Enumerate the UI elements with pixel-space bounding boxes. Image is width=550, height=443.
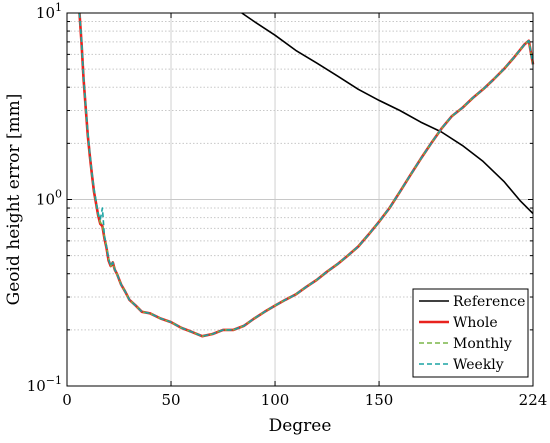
- legend: Reference Whole Monthly Weekly: [412, 288, 529, 378]
- y-tick-label: 100: [36, 188, 62, 209]
- x-tick-label: 100: [261, 391, 290, 409]
- legend-box: [412, 288, 529, 378]
- legend-label: Weekly: [453, 357, 504, 373]
- x-tick-label: 150: [365, 391, 394, 409]
- series-lines: [78, 12, 535, 338]
- legend-label: Whole: [453, 315, 498, 331]
- x-tick-label: 224: [519, 391, 548, 409]
- legend-label: Monthly: [453, 336, 512, 352]
- y-tick-label: 101: [36, 1, 62, 22]
- legend-label: Reference: [453, 294, 525, 310]
- y-axis-title: Geoid height error [mm]: [4, 94, 24, 306]
- x-axis-title: Degree: [269, 416, 332, 436]
- series-line-reference: [241, 12, 534, 215]
- series-line-weekly: [78, 12, 534, 337]
- x-tick-label: 0: [62, 391, 72, 409]
- grid: [67, 13, 533, 386]
- y-tick-label: 10−1: [27, 374, 62, 395]
- axis-ticks: 0 50 100 150 224 10−1 100 101: [27, 1, 548, 409]
- series-line-monthly: [78, 12, 534, 337]
- x-tick-label: 50: [161, 391, 180, 409]
